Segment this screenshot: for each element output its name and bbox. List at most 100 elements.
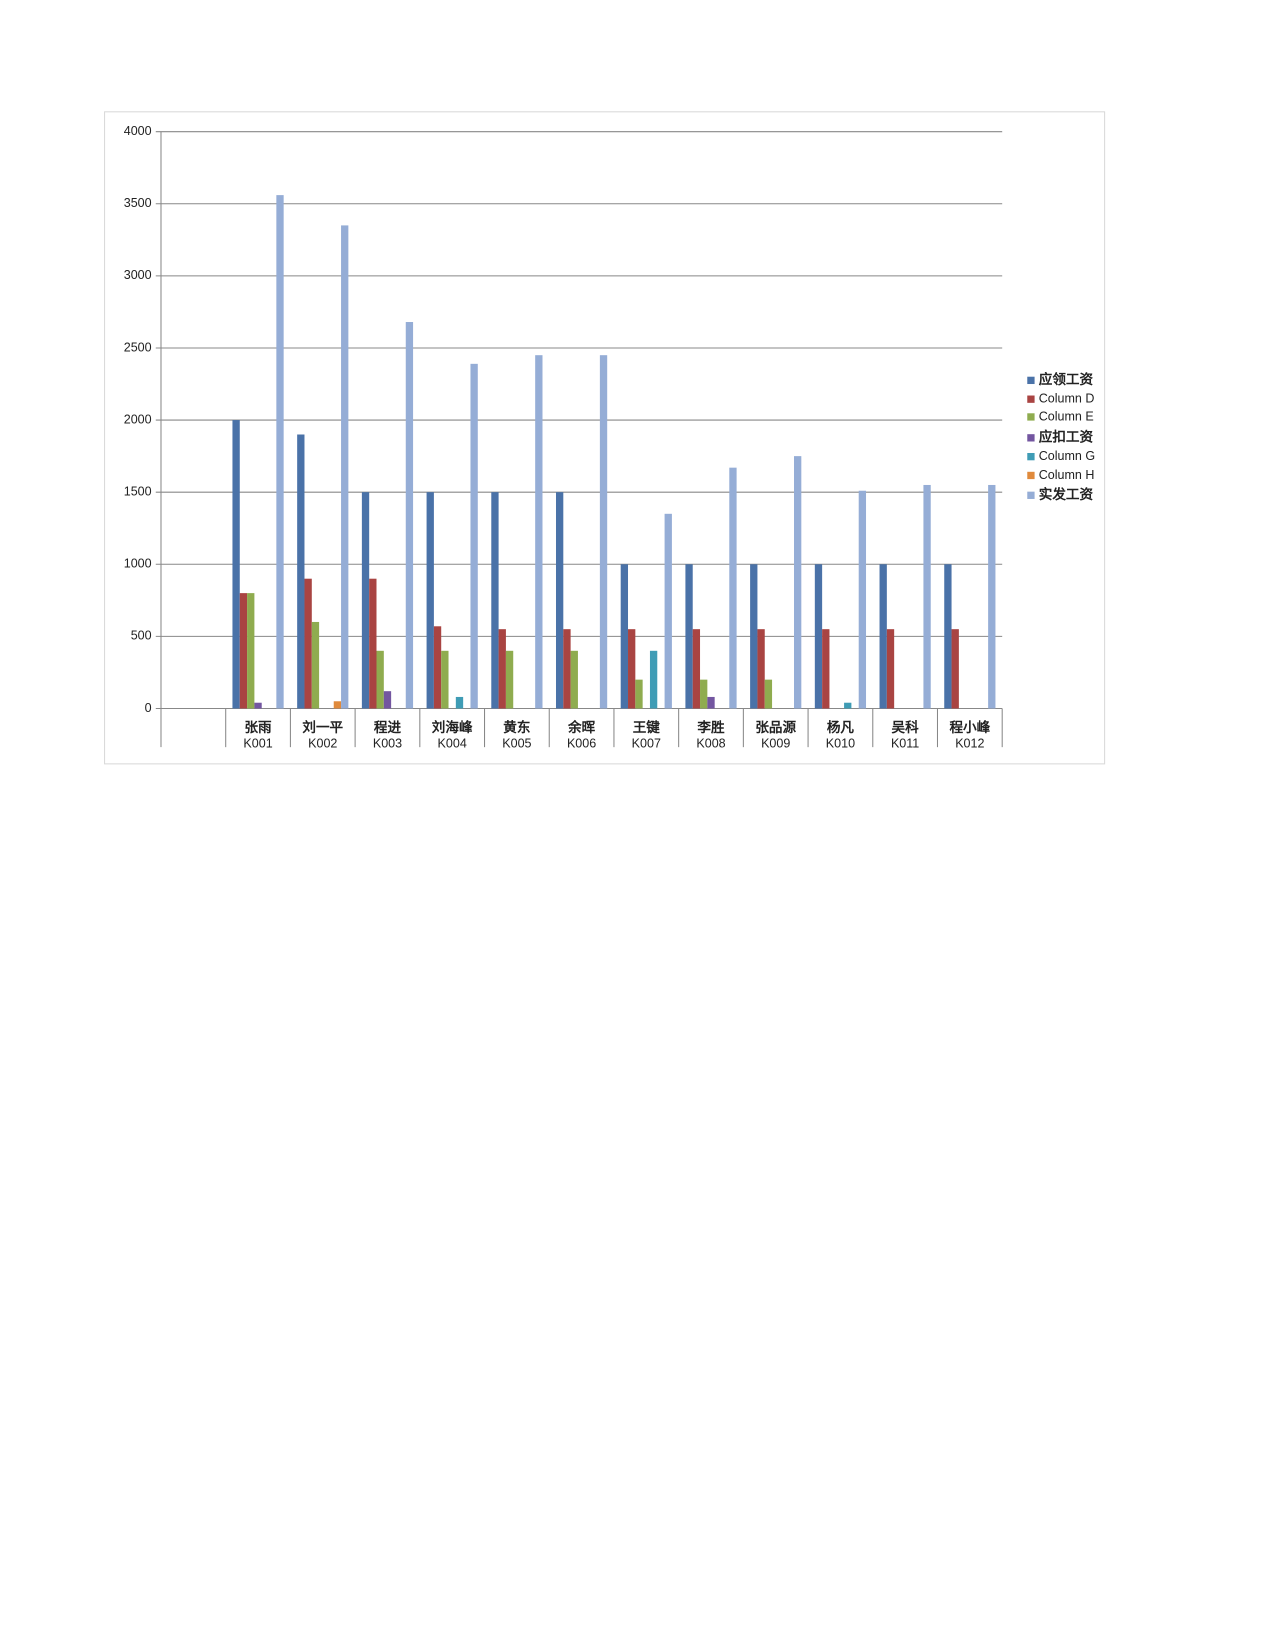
- x-subtick-label: K011: [891, 736, 919, 750]
- y-tick-label: 1500: [124, 484, 152, 498]
- legend-label: Column E: [1039, 409, 1094, 423]
- x-tick-label: 李胜: [696, 719, 725, 735]
- x-subtick-label: K004: [438, 736, 467, 750]
- bar: [879, 564, 887, 709]
- bar: [664, 513, 672, 709]
- legend-label: 应扣工资: [1039, 428, 1094, 444]
- legend-label: Column D: [1039, 391, 1095, 405]
- bar: [844, 702, 852, 709]
- x-subtick-label: K010: [826, 736, 855, 750]
- x-tick-label: 程进: [374, 720, 402, 735]
- y-tick-label: 0: [145, 701, 152, 715]
- bar: [276, 195, 284, 709]
- bar: [886, 629, 895, 709]
- bar: [498, 629, 506, 709]
- x-tick-label: 王键: [633, 719, 661, 735]
- x-tick-label: 杨凡: [827, 719, 855, 735]
- legend-label: Column G: [1039, 449, 1095, 463]
- bar: [944, 564, 952, 709]
- bar: [685, 564, 693, 709]
- x-tick-label: 程小峰: [949, 719, 990, 735]
- bar: [822, 629, 830, 709]
- x-tick-label: 黄东: [503, 719, 531, 735]
- x-tick-label: 刘一平: [302, 719, 343, 735]
- bar: [814, 564, 823, 709]
- bar: [764, 679, 773, 709]
- legend-label: 应领工资: [1039, 371, 1094, 387]
- y-tick-label: 4000: [124, 124, 152, 138]
- y-tick-label: 2500: [124, 340, 152, 354]
- bar: [555, 492, 564, 709]
- legend-swatch: [1027, 452, 1035, 461]
- y-tick-label: 3000: [124, 268, 152, 282]
- y-tick-label: 3500: [124, 196, 152, 210]
- legend-swatch: [1027, 471, 1035, 480]
- bar: [988, 484, 996, 709]
- y-tick-label: 1000: [124, 557, 152, 571]
- legend-swatch: [1027, 376, 1035, 385]
- legend-swatch: [1027, 491, 1035, 499]
- x-subtick-label: K001: [243, 736, 272, 750]
- bar: [757, 629, 765, 709]
- bar: [620, 564, 629, 709]
- bar: [750, 564, 758, 709]
- bar: [649, 650, 658, 709]
- bar: [341, 225, 349, 709]
- bar: [455, 696, 464, 709]
- bar: [376, 650, 384, 709]
- bar: [700, 679, 708, 709]
- x-subtick-label: K012: [955, 736, 984, 750]
- x-tick-label: 吴科: [892, 719, 920, 735]
- bar: [923, 484, 931, 709]
- x-subtick-label: K007: [632, 736, 661, 750]
- bar: [383, 691, 392, 709]
- bar: [433, 626, 442, 709]
- bar: [635, 679, 643, 709]
- bar: [441, 650, 449, 709]
- bar: [405, 322, 414, 709]
- bar: [570, 650, 578, 709]
- x-subtick-label: K006: [567, 736, 596, 750]
- bar: [599, 355, 608, 709]
- bar: [794, 456, 802, 709]
- bar: [491, 492, 499, 709]
- bar: [333, 701, 342, 709]
- bar: [361, 492, 370, 709]
- bar: [535, 355, 543, 709]
- bar: [692, 629, 701, 709]
- bar: [470, 363, 478, 709]
- bar: [369, 578, 377, 709]
- x-subtick-label: K003: [373, 736, 402, 750]
- legend-swatch: [1027, 413, 1035, 421]
- x-subtick-label: K008: [696, 736, 725, 750]
- bar: [563, 629, 571, 709]
- y-tick-label: 2000: [124, 412, 152, 426]
- bar: [707, 696, 715, 709]
- y-tick-label: 500: [131, 629, 152, 643]
- x-tick-label: 张雨: [244, 720, 272, 735]
- x-tick-label: 刘海峰: [432, 719, 473, 735]
- bar: [951, 629, 959, 709]
- x-tick-label: 张品源: [755, 719, 796, 735]
- x-subtick-label: K005: [502, 736, 531, 750]
- legend-swatch: [1027, 395, 1035, 403]
- bar: [311, 621, 320, 709]
- bar: [426, 492, 434, 709]
- bar: [858, 490, 867, 709]
- bar: [254, 702, 262, 709]
- x-subtick-label: K002: [308, 736, 337, 750]
- x-tick-label: 余晖: [567, 719, 596, 735]
- bar: [297, 434, 305, 709]
- bar: [628, 629, 636, 709]
- bar: [239, 593, 248, 709]
- bar: [304, 578, 312, 709]
- legend-swatch: [1027, 434, 1035, 442]
- bar: [232, 420, 240, 709]
- bar: [729, 467, 737, 709]
- bar: [247, 593, 255, 709]
- legend-label: Column H: [1039, 468, 1095, 482]
- legend-label: 实发工资: [1039, 486, 1094, 502]
- bar: [505, 650, 514, 709]
